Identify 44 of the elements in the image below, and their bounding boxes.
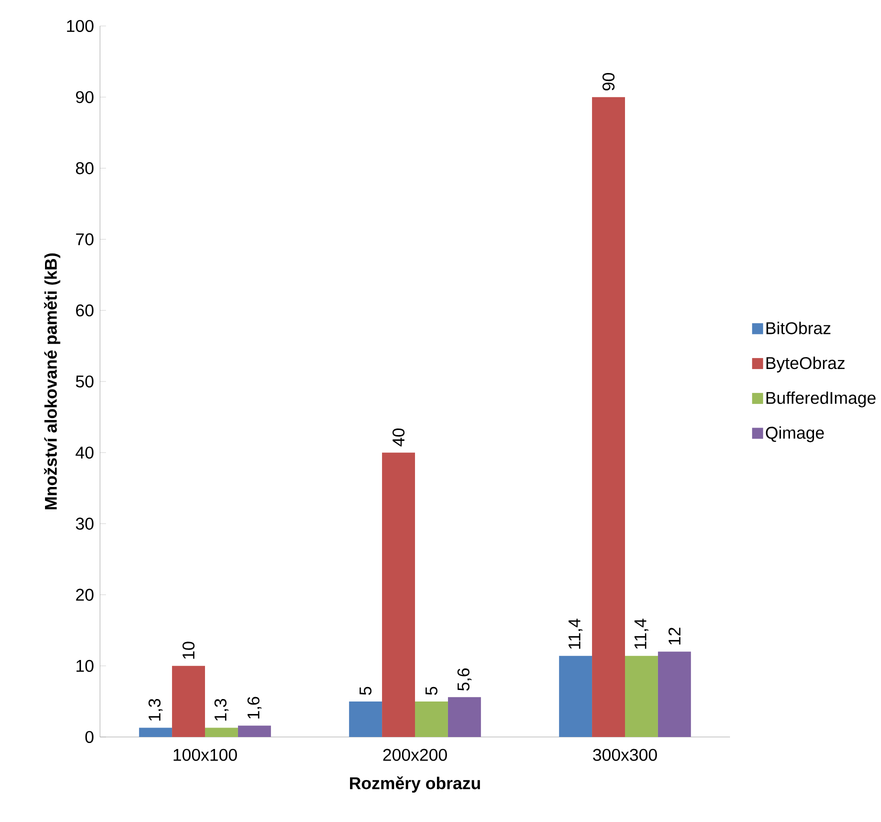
data-label: 12 xyxy=(668,628,680,644)
y-tick-label: 60 xyxy=(76,304,94,316)
data-label: 5 xyxy=(360,686,372,695)
bar xyxy=(205,728,238,737)
legend-label: BufferedImage xyxy=(766,391,876,408)
y-tick-label: 100 xyxy=(67,20,94,32)
y-tick-label: 50 xyxy=(76,375,94,388)
legend-label: ByteObraz xyxy=(766,356,845,372)
data-label: 1,6 xyxy=(247,696,262,718)
data-label: 1,3 xyxy=(148,698,163,721)
bar xyxy=(172,666,206,737)
bar xyxy=(349,701,382,737)
legend-label: BitObraz xyxy=(766,322,830,334)
x-tick-label: 200x200 xyxy=(383,748,447,761)
bar xyxy=(559,656,592,737)
y-tick-label: 70 xyxy=(76,233,94,246)
bar xyxy=(382,452,416,737)
data-label: 11,4 xyxy=(568,618,582,649)
bar xyxy=(625,656,658,737)
data-label: 10 xyxy=(182,642,195,659)
y-tick-label: 20 xyxy=(76,588,94,601)
bar xyxy=(448,697,481,737)
data-label: 5,6 xyxy=(457,668,472,691)
y-tick-label: 80 xyxy=(76,162,94,174)
data-label: 40 xyxy=(392,428,405,446)
bar xyxy=(592,97,625,737)
data-label: 1,3 xyxy=(214,698,229,721)
y-tick-label: 40 xyxy=(76,446,94,459)
x-tick-label: 100x100 xyxy=(174,748,237,761)
data-label: 90 xyxy=(602,72,615,90)
x-tick-label: 300x300 xyxy=(593,748,657,761)
bar xyxy=(238,726,271,737)
y-tick-label: 0 xyxy=(85,730,94,744)
bar xyxy=(415,701,448,737)
legend-label: Qimage xyxy=(766,426,824,442)
data-label: 11,4 xyxy=(634,618,648,649)
bar xyxy=(139,728,172,737)
y-tick-label: 90 xyxy=(76,91,94,104)
x-axis-title: Rozměry obrazu xyxy=(350,776,480,793)
bar xyxy=(658,652,691,737)
y-tick-label: 10 xyxy=(76,660,94,672)
y-tick-label: 30 xyxy=(76,518,94,530)
data-label: 5 xyxy=(426,686,438,695)
y-axis-title: Množství alokované paměti (kB) xyxy=(44,253,60,510)
